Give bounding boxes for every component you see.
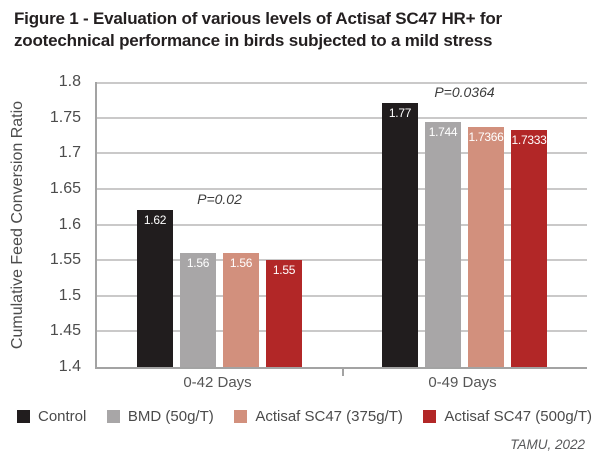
legend-label-bmd-50g-t: BMD (50g/T) bbox=[127, 408, 214, 425]
bar-control-0-49-days: 1.77 bbox=[382, 103, 418, 367]
bar-value-label: 1.55 bbox=[272, 263, 296, 278]
legend-label-control: Control bbox=[38, 408, 87, 425]
y-tick-label-1-4: 1.4 bbox=[58, 358, 81, 375]
legend-item-bmd-50g-t: BMD (50g/T) bbox=[106, 408, 214, 425]
legend-item-control: Control bbox=[17, 408, 86, 425]
p-value-annotation-0-42-days: P=0.02 bbox=[197, 191, 242, 208]
x-axis-category-label-0-49-days: 0-49 Days bbox=[428, 374, 497, 391]
bar-actisaf-sc47-375g-t-0-49-days: 1.7366 bbox=[468, 127, 504, 367]
bar-bmd-50g-t-0-42-days: 1.56 bbox=[180, 253, 216, 367]
legend-item-actisaf-sc47-500g-t: Actisaf SC47 (500g/T) bbox=[423, 408, 592, 425]
y-tick-label-1-45: 1.45 bbox=[49, 322, 81, 340]
legend-swatch-actisaf-sc47-375g-t bbox=[234, 410, 248, 423]
bar-value-label: 1.7333 bbox=[511, 132, 547, 147]
plot-area: 1.62 1.56 1.56 1.55 1.77 1.744 1.7366 1.7333 P=0… bbox=[95, 82, 587, 376]
gridline-1-65 bbox=[97, 187, 587, 190]
y-axis-tick-labels: 1.8 1.75 1.7 1.65 1.6 1.55 1.5 1.45 1.4 bbox=[0, 73, 88, 375]
p-value-annotation-0-49-days: P=0.0364 bbox=[434, 84, 495, 101]
bar-value-label: 1.7366 bbox=[468, 130, 504, 145]
y-tick-label-1-7: 1.7 bbox=[58, 144, 81, 162]
legend-swatch-actisaf-sc47-500g-t bbox=[423, 410, 437, 423]
y-tick-label-1-65: 1.65 bbox=[49, 179, 81, 197]
y-tick-label-1-8: 1.8 bbox=[58, 73, 81, 90]
y-tick-label-1-55: 1.55 bbox=[49, 251, 81, 269]
gridline-1-8 bbox=[97, 82, 587, 84]
legend-label-actisaf-sc47-375g-t: Actisaf SC47 (375g/T) bbox=[255, 408, 403, 425]
gridline-1-45 bbox=[97, 330, 587, 333]
bar-value-label: 1.62 bbox=[143, 213, 167, 228]
x-axis-category-label-0-42-days: 0-42 Days bbox=[183, 374, 252, 391]
bar-bmd-50g-t-0-49-days: 1.744 bbox=[425, 121, 461, 367]
figure-title-line1: Figure 1 - Evaluation of various levels … bbox=[14, 9, 502, 28]
category-group-0-49-days: 1.77 1.744 1.7366 1.7333 bbox=[342, 103, 587, 367]
legend: Control BMD (50g/T) Actisaf SC47 (375g/T) A… bbox=[17, 408, 592, 425]
gridline-1-75 bbox=[97, 116, 587, 119]
bar-value-label: 1.77 bbox=[388, 106, 412, 121]
gridline-1-6 bbox=[97, 223, 587, 226]
legend-label-actisaf-sc47-500g-t: Actisaf SC47 (500g/T) bbox=[444, 408, 592, 425]
category-divider-tick bbox=[342, 369, 344, 376]
gridline-1-5 bbox=[97, 294, 587, 297]
y-tick-label-1-6: 1.6 bbox=[58, 215, 81, 233]
bar-control-0-42-days: 1.62 bbox=[137, 210, 173, 367]
gridline-1-55 bbox=[97, 259, 587, 262]
source-citation: TAMU, 2022 bbox=[510, 437, 585, 452]
legend-item-actisaf-sc47-375g-t: Actisaf SC47 (375g/T) bbox=[234, 408, 403, 425]
category-group-0-42-days: 1.62 1.56 1.56 1.55 bbox=[97, 210, 342, 367]
bar-value-label: 1.56 bbox=[229, 256, 253, 270]
figure-title: Figure 1 - Evaluation of various levels … bbox=[14, 8, 589, 52]
gridline-1-7 bbox=[97, 152, 587, 155]
legend-swatch-control bbox=[17, 410, 30, 423]
y-tick-label-1-5: 1.5 bbox=[58, 286, 81, 304]
bar-value-label: 1.56 bbox=[186, 256, 210, 270]
figure-title-line2: zootechnical performance in birds subjec… bbox=[14, 31, 493, 50]
bar-actisaf-sc47-500g-t-0-42-days: 1.55 bbox=[266, 260, 302, 367]
bar-actisaf-sc47-500g-t-0-49-days: 1.7333 bbox=[511, 129, 547, 367]
y-tick-label-1-75: 1.75 bbox=[49, 108, 81, 126]
legend-swatch-bmd-50g-t bbox=[106, 410, 120, 423]
bar-value-label: 1.744 bbox=[428, 124, 458, 139]
x-axis-labels: 0-42 Days 0-49 Days bbox=[95, 374, 585, 391]
bar-actisaf-sc47-375g-t-0-42-days: 1.56 bbox=[223, 253, 259, 367]
